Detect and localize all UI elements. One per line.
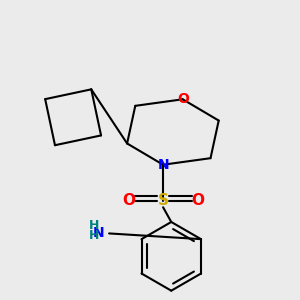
Text: H: H [89,219,100,232]
Text: H: H [89,229,100,242]
Text: N: N [93,226,104,240]
Text: O: O [122,193,135,208]
Text: N: N [157,158,169,172]
Text: O: O [191,193,204,208]
Text: O: O [177,92,189,106]
Text: S: S [158,193,169,208]
